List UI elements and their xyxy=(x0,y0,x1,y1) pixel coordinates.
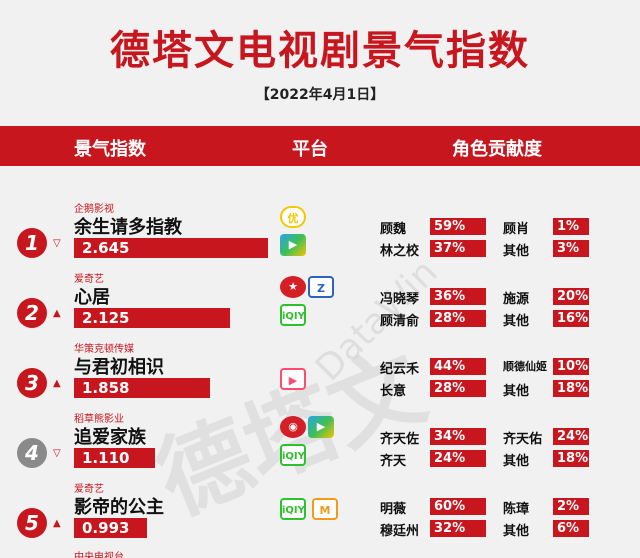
role-name: 顾肖 xyxy=(503,222,530,237)
header-role-share: 角色贡献度 xyxy=(452,139,542,160)
role-percent: 28% xyxy=(430,380,486,397)
ranking-row: 3 ▲ 华策克顿传媒与君初相识 1.858 ▶ 纪云禾 44% 顺德仙姬 10% 长意 28% 其他 1… xyxy=(0,338,640,408)
index-bar: 2.125 xyxy=(74,308,230,328)
iqiyi-icon: iQIY xyxy=(280,498,306,520)
show-title: 追爱家族 xyxy=(74,427,146,448)
index-bar: 1.858 xyxy=(74,378,210,398)
header-index: 景气指数 xyxy=(74,139,146,160)
index-bar: 0.993 xyxy=(74,518,147,538)
role-percent: 6% xyxy=(553,520,589,537)
role-percent: 32% xyxy=(430,520,486,537)
table-header: 景气指数 平台 角色贡献度 xyxy=(0,126,640,166)
page-title: 德塔文电视剧景气指数 xyxy=(110,28,530,74)
next-row-producer: 中央电视台 xyxy=(74,552,124,558)
role-name: 其他 xyxy=(503,384,530,399)
tencent-video-icon: ▶ xyxy=(308,416,334,438)
tencent-video-icon: ▶ xyxy=(280,234,306,256)
show-title: 余生请多指教 xyxy=(74,217,182,238)
role-name: 冯晓琴 xyxy=(380,292,420,307)
rank-badge: 1 xyxy=(17,228,47,258)
youku-play-icon: ▶ xyxy=(280,368,306,390)
role-percent: 20% xyxy=(553,288,589,305)
trend-icon: ▲ xyxy=(53,378,61,389)
role-percent: 24% xyxy=(553,428,589,445)
role-name: 其他 xyxy=(503,524,530,539)
role-percent: 60% xyxy=(430,498,486,515)
role-name: 齐天佑 xyxy=(503,432,543,447)
index-bar: 1.110 xyxy=(74,448,155,468)
role-name: 陈璋 xyxy=(503,502,530,517)
ranking-row: 5 ▲ 爱奇艺影帝的公主 0.993 iQIY M 明薇 60% 陈璋 2% 穆廷州 32% 其他 6% xyxy=(0,478,640,548)
role-name: 其他 xyxy=(503,244,530,259)
role-name: 林之校 xyxy=(380,244,420,259)
header-platform: 平台 xyxy=(292,139,328,160)
show-title: 影帝的公主 xyxy=(74,497,164,518)
role-percent: 3% xyxy=(553,240,589,257)
role-name: 顾清俞 xyxy=(380,314,420,329)
role-percent: 44% xyxy=(430,358,486,375)
trend-icon: ▲ xyxy=(53,308,61,319)
rank-badge: 5 xyxy=(17,508,47,538)
producer-label: 华策克顿传媒 xyxy=(74,344,134,355)
role-name: 齐天佐 xyxy=(380,432,420,447)
dragon-tv-icon: ★ xyxy=(280,276,306,298)
role-percent: 59% xyxy=(430,218,486,235)
trend-icon: ▽ xyxy=(53,448,61,459)
producer-label: 企鹅影视 xyxy=(74,204,114,215)
role-name: 其他 xyxy=(503,314,530,329)
role-percent: 18% xyxy=(553,380,589,397)
role-percent: 28% xyxy=(430,310,486,327)
cctv-icon: ◉ xyxy=(280,416,306,438)
role-percent: 24% xyxy=(430,450,486,467)
iqiyi-icon: iQIY xyxy=(280,304,306,326)
role-name: 纪云禾 xyxy=(380,362,420,377)
role-percent: 18% xyxy=(553,450,589,467)
rank-badge: 2 xyxy=(17,298,47,328)
ranking-row: 1 ▽ 企鹅影视余生请多指教 2.645 优 ▶ 顾魏 59% 顾肖 1% 林之校 37% 其他 3% xyxy=(0,198,640,268)
role-percent: 37% xyxy=(430,240,486,257)
role-percent: 10% xyxy=(553,358,589,375)
role-percent: 36% xyxy=(430,288,486,305)
iqiyi-icon: iQIY xyxy=(280,444,306,466)
mango-tv-icon: M xyxy=(312,498,338,520)
ranking-row: 4 ▽ 稻草熊影业追爱家族 1.110 ◉ ▶ iQIY 齐天佐 34% 齐天佑 24% 齐天 24% 其… xyxy=(0,408,640,478)
role-percent: 16% xyxy=(553,310,589,327)
role-name: 穆廷州 xyxy=(380,524,420,539)
youku-icon: 优 xyxy=(280,206,306,228)
trend-icon: ▽ xyxy=(53,238,61,249)
rank-badge: 4 xyxy=(17,438,47,468)
zhejiang-tv-icon: Z xyxy=(308,276,334,298)
role-percent: 2% xyxy=(553,498,589,515)
trend-icon: ▲ xyxy=(53,518,61,529)
role-name: 其他 xyxy=(503,454,530,469)
role-name: 明薇 xyxy=(380,502,407,517)
role-name: 齐天 xyxy=(380,454,407,469)
role-name: 施源 xyxy=(503,292,530,307)
producer-label: 稻草熊影业 xyxy=(74,414,124,425)
report-date: 【2022年4月1日】 xyxy=(255,87,385,103)
producer-label: 爱奇艺 xyxy=(74,274,104,285)
index-bar: 2.645 xyxy=(74,238,268,258)
role-name: 顾魏 xyxy=(380,222,407,237)
show-title: 心居 xyxy=(74,287,110,308)
role-name: 长意 xyxy=(380,384,407,399)
producer-label: 爱奇艺 xyxy=(74,484,104,495)
show-title: 与君初相识 xyxy=(74,357,164,378)
role-percent: 34% xyxy=(430,428,486,445)
role-name: 顺德仙姬 xyxy=(503,360,547,373)
rank-badge: 3 xyxy=(17,368,47,398)
role-percent: 1% xyxy=(553,218,589,235)
